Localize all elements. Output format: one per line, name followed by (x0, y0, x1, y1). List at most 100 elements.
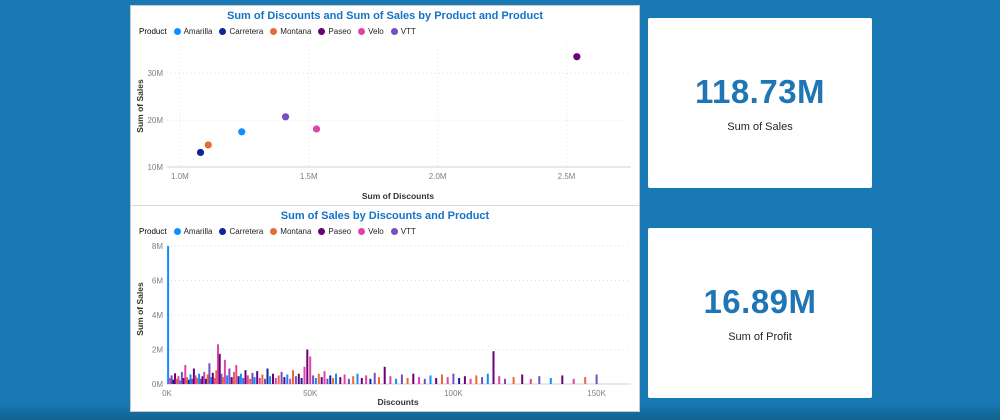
bar-paseo[interactable] (521, 374, 524, 385)
bar-amarilla[interactable] (167, 246, 170, 384)
bar-paseo[interactable] (192, 368, 195, 385)
bar-velo[interactable] (168, 378, 171, 384)
bar-amarilla[interactable] (253, 377, 256, 384)
bar-velo[interactable] (343, 374, 346, 385)
bar-montana[interactable] (222, 377, 225, 384)
bar-montana[interactable] (352, 376, 355, 384)
bar-montana[interactable] (196, 378, 199, 384)
bar-velo[interactable] (498, 376, 501, 384)
bar-carretera[interactable] (172, 379, 175, 384)
bar-velo[interactable] (203, 371, 206, 384)
bar-velo[interactable] (418, 377, 420, 384)
bar-amarilla[interactable] (429, 375, 432, 384)
legend-item-paseo[interactable]: Paseo (318, 27, 351, 36)
bar-montana[interactable] (215, 370, 218, 384)
bar-vtt[interactable] (228, 368, 231, 385)
bar-carretera[interactable] (300, 378, 303, 384)
bar-paseo[interactable] (174, 373, 176, 384)
bar-montana[interactable] (406, 378, 409, 384)
bar-velo[interactable] (223, 359, 226, 384)
legend-item-velo[interactable]: Velo (358, 227, 384, 236)
bar-carretera[interactable] (205, 378, 207, 384)
bar-paseo[interactable] (383, 366, 386, 385)
bar-velo[interactable] (246, 375, 249, 384)
bar-vtt[interactable] (180, 371, 183, 384)
bar-montana[interactable] (175, 378, 178, 384)
bar-paseo[interactable] (182, 378, 185, 384)
bar-montana[interactable] (277, 375, 280, 384)
bar-vtt[interactable] (452, 373, 455, 384)
bar-velo[interactable] (469, 378, 472, 384)
bar-amarilla[interactable] (335, 373, 337, 384)
bar-amarilla[interactable] (549, 378, 552, 384)
scatter-point-velo[interactable] (312, 125, 321, 133)
bar-velo[interactable] (274, 378, 277, 384)
bar-paseo[interactable] (360, 378, 363, 384)
bar-vtt[interactable] (347, 378, 350, 384)
bar-paseo[interactable] (561, 375, 564, 384)
bar-velo[interactable] (194, 375, 197, 384)
legend-item-paseo[interactable]: Paseo (318, 227, 351, 236)
bar-amarilla[interactable] (486, 373, 489, 384)
bar-velo[interactable] (572, 378, 575, 384)
bar-paseo[interactable] (272, 373, 274, 384)
bar-amarilla[interactable] (226, 375, 229, 384)
bar-vtt[interactable] (481, 377, 484, 384)
bar-velo[interactable] (177, 376, 180, 384)
bar-paseo[interactable] (297, 373, 300, 384)
bar-velo[interactable] (258, 378, 261, 384)
scatter-point-paseo[interactable] (573, 53, 581, 61)
bar-carretera[interactable] (237, 376, 240, 384)
bar-montana[interactable] (233, 371, 235, 384)
bar-vtt[interactable] (251, 372, 254, 384)
bar-vtt[interactable] (208, 363, 211, 384)
legend-item-amarilla[interactable]: Amarilla (173, 227, 212, 236)
bar-montana[interactable] (332, 378, 335, 384)
legend-item-montana[interactable]: Montana (270, 227, 311, 236)
bar-amarilla[interactable] (395, 378, 398, 384)
legend-item-vtt[interactable]: VTT (390, 27, 416, 36)
bar-paseo[interactable] (230, 377, 233, 384)
bar-velo[interactable] (365, 375, 368, 384)
bar-vtt[interactable] (170, 375, 173, 384)
bar-carretera[interactable] (458, 378, 461, 384)
bar-amarilla[interactable] (239, 373, 242, 384)
bar-paseo[interactable] (412, 373, 415, 384)
bar-paseo[interactable] (218, 353, 221, 384)
bar-vtt[interactable] (400, 374, 403, 385)
bar-montana[interactable] (261, 374, 264, 385)
bar-paseo[interactable] (256, 371, 259, 384)
bar-amarilla[interactable] (179, 380, 182, 385)
bar-velo[interactable] (184, 365, 187, 384)
bar-vtt[interactable] (373, 372, 376, 384)
bar-paseo[interactable] (283, 377, 286, 384)
bar-montana[interactable] (378, 377, 380, 384)
scatter-point-vtt[interactable] (281, 113, 290, 121)
bar-vtt[interactable] (423, 378, 426, 384)
bar-amarilla[interactable] (269, 376, 272, 384)
bar-paseo[interactable] (320, 377, 323, 384)
bar-paseo[interactable] (492, 351, 495, 384)
bar-paseo[interactable] (244, 370, 247, 384)
bar-montana[interactable] (186, 377, 188, 384)
bar-vtt[interactable] (326, 378, 329, 384)
bar-amarilla[interactable] (286, 374, 289, 385)
legend-item-velo[interactable]: Velo (358, 27, 384, 36)
bar-velo[interactable] (303, 366, 306, 385)
bar-vtt[interactable] (264, 378, 266, 384)
bar-paseo[interactable] (211, 372, 214, 384)
bar-vtt[interactable] (220, 373, 223, 384)
legend-item-vtt[interactable]: VTT (390, 227, 416, 236)
bar-paseo[interactable] (463, 376, 466, 384)
bar-velo[interactable] (235, 365, 238, 384)
legend-item-carretera[interactable]: Carretera (219, 227, 263, 236)
bar-paseo[interactable] (201, 376, 204, 384)
bar-velo[interactable] (289, 378, 292, 384)
bar-velo[interactable] (323, 371, 326, 384)
bar-amarilla[interactable] (189, 374, 192, 385)
bar-montana[interactable] (584, 377, 587, 384)
bar-vtt[interactable] (242, 378, 245, 384)
scatter-point-carretera[interactable] (196, 148, 205, 157)
bar-vtt[interactable] (595, 374, 598, 385)
bar-carretera[interactable] (187, 379, 190, 384)
